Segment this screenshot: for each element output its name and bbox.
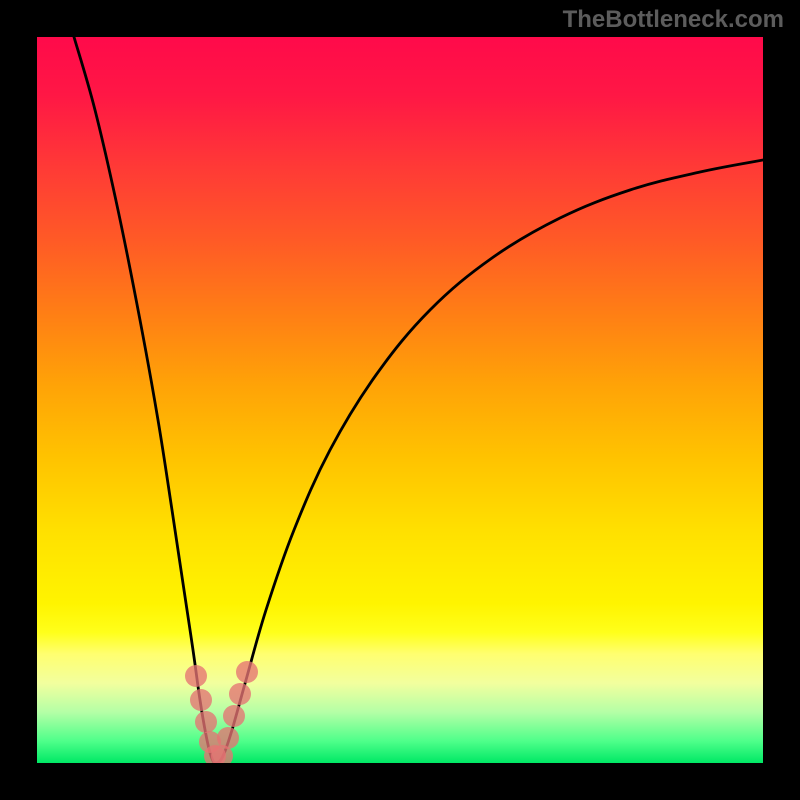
data-marker	[195, 711, 217, 733]
data-marker	[223, 705, 245, 727]
bottleneck-curve	[74, 37, 763, 763]
data-marker	[236, 661, 258, 683]
plot-svg	[0, 0, 800, 800]
data-marker	[229, 683, 251, 705]
data-marker	[190, 689, 212, 711]
data-marker	[185, 665, 207, 687]
watermark-text: TheBottleneck.com	[563, 6, 784, 34]
data-marker	[217, 727, 239, 749]
